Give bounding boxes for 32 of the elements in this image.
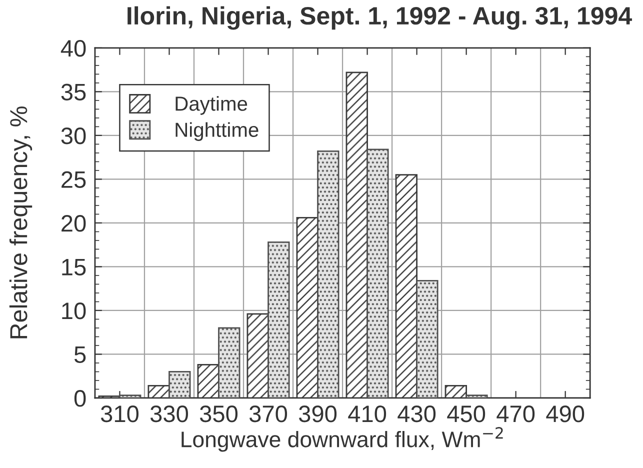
y-tick-label: 30: [61, 128, 86, 144]
y-tick-label: 40: [60, 40, 86, 57]
y-tick-label: 10: [62, 302, 86, 320]
legend-label: Daytime: [176, 96, 248, 115]
x-tick-label: 390: [298, 406, 337, 422]
y-tick-label: 5: [74, 346, 86, 364]
y-axis-title: Relative frequency, %: [9, 106, 32, 338]
bar: [119, 394, 142, 398]
x-tick-label: 470: [496, 406, 535, 422]
y-tick-label: 0: [74, 390, 86, 407]
bar: [366, 148, 389, 398]
x-tick-label: 450: [447, 406, 486, 422]
bar: [416, 280, 438, 398]
bar: [268, 242, 290, 398]
bar: [218, 327, 240, 398]
x-tick-label: 490: [546, 406, 584, 422]
bar: [466, 394, 488, 398]
y-tick-label: 15: [62, 259, 86, 276]
y-tick-label: 25: [62, 171, 86, 188]
x-tick-label: 410: [348, 406, 386, 422]
x-tick-label: 350: [200, 406, 238, 422]
bar: [317, 150, 340, 398]
x-tick-label: 310: [100, 406, 138, 422]
y-tick-label: 35: [61, 84, 86, 100]
legend-label: Nighttime: [176, 122, 258, 141]
bar: [168, 371, 191, 398]
y-tick-label: 20: [62, 215, 86, 232]
x-tick-label: 430: [398, 406, 436, 422]
x-tick-label: 330: [150, 406, 188, 422]
x-tick-label: 370: [249, 406, 288, 422]
chart-title: Ilorin, Nigeria, Sept. 1, 1992 - Aug. 31, 1994: [128, 6, 632, 30]
x-axis-title: Longwave downward flux, Wm$^{−2}$: [182, 427, 503, 452]
